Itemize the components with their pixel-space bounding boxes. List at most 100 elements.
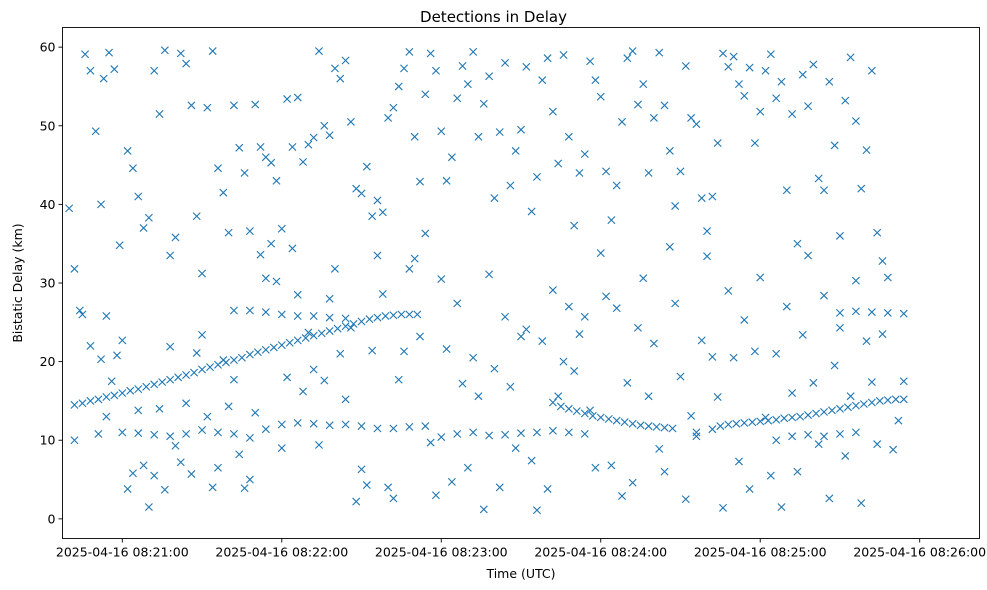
detection-marker bbox=[479, 505, 488, 514]
detection-marker bbox=[788, 389, 797, 398]
detection-marker bbox=[756, 107, 765, 116]
detection-marker bbox=[867, 308, 876, 317]
x-tick-label: 2025-04-16 08:22:00 bbox=[215, 545, 348, 560]
detection-marker bbox=[315, 47, 323, 56]
detection-marker bbox=[229, 356, 238, 365]
detection-marker bbox=[602, 292, 611, 301]
detection-marker bbox=[875, 396, 884, 405]
detection-marker bbox=[283, 373, 292, 382]
detection-marker bbox=[543, 54, 552, 63]
detection-marker bbox=[458, 62, 467, 71]
detection-marker bbox=[623, 54, 632, 63]
detection-marker bbox=[527, 207, 536, 216]
detection-marker bbox=[793, 467, 802, 476]
detection-marker bbox=[413, 310, 422, 319]
detection-marker bbox=[389, 103, 398, 112]
detection-marker bbox=[820, 432, 828, 441]
y-axis: 0 10 20 30 40 50 60 bbox=[40, 40, 63, 526]
detection-marker bbox=[237, 353, 246, 362]
detection-marker bbox=[410, 254, 419, 263]
detection-marker bbox=[867, 378, 876, 387]
detection-marker bbox=[724, 62, 733, 71]
detection-marker bbox=[495, 128, 504, 137]
detection-marker bbox=[772, 349, 781, 358]
detection-marker bbox=[559, 51, 568, 60]
detection-marker bbox=[389, 424, 398, 433]
detection-marker bbox=[591, 463, 600, 472]
detection-marker bbox=[636, 421, 645, 430]
detection-marker bbox=[501, 58, 510, 67]
detection-marker bbox=[453, 299, 462, 308]
detection-marker bbox=[607, 216, 616, 225]
detection-marker bbox=[639, 274, 648, 283]
detection-marker bbox=[665, 146, 674, 155]
detection-marker bbox=[772, 415, 781, 424]
detection-marker bbox=[288, 244, 297, 253]
detection-marker bbox=[245, 227, 254, 236]
detection-marker bbox=[102, 412, 111, 421]
detection-marker bbox=[105, 48, 114, 57]
detection-marker bbox=[118, 428, 127, 437]
detection-marker bbox=[596, 92, 605, 101]
detection-marker bbox=[261, 345, 270, 354]
detection-marker bbox=[543, 484, 552, 493]
detection-marker bbox=[469, 428, 478, 437]
x-tick-label: 2025-04-16 08:26:00 bbox=[853, 545, 986, 560]
detection-marker bbox=[623, 378, 632, 387]
detection-marker bbox=[889, 445, 898, 454]
detection-marker bbox=[400, 347, 409, 356]
y-tick-label: 30 bbox=[40, 276, 56, 291]
detection-marker bbox=[652, 422, 661, 431]
y-axis-label: Bistatic Delay (km) bbox=[10, 223, 25, 342]
detection-marker bbox=[564, 302, 573, 311]
detection-marker bbox=[570, 221, 579, 230]
detection-marker bbox=[70, 436, 79, 445]
detection-marker bbox=[708, 425, 717, 434]
detection-marker bbox=[556, 402, 565, 411]
detection-marker bbox=[479, 99, 488, 108]
detection-marker bbox=[336, 74, 345, 83]
detection-marker bbox=[607, 461, 616, 470]
detection-marker bbox=[788, 413, 797, 422]
detection-marker bbox=[867, 398, 876, 407]
detection-marker bbox=[437, 127, 446, 136]
detection-marker bbox=[206, 363, 215, 372]
detection-marker bbox=[883, 308, 892, 317]
detection-marker bbox=[857, 499, 866, 508]
detection-marker bbox=[859, 400, 868, 409]
detection-marker bbox=[681, 62, 690, 71]
detection-marker bbox=[160, 46, 169, 55]
detection-marker bbox=[187, 101, 196, 110]
detection-marker bbox=[78, 310, 87, 319]
detection-marker bbox=[697, 194, 706, 203]
detection-marker bbox=[564, 404, 573, 413]
detection-marker bbox=[517, 429, 525, 438]
detection-marker bbox=[883, 273, 892, 282]
detection-marker bbox=[796, 412, 805, 421]
detection-marker bbox=[277, 224, 286, 233]
detection-marker bbox=[655, 48, 664, 57]
detection-marker bbox=[671, 299, 680, 308]
detection-marker bbox=[825, 494, 834, 503]
detection-marker bbox=[102, 393, 111, 401]
y-tick-label: 50 bbox=[40, 118, 56, 133]
detection-marker bbox=[867, 66, 876, 75]
detection-marker bbox=[198, 269, 207, 278]
detection-marker bbox=[341, 314, 350, 323]
detection-marker bbox=[251, 408, 260, 417]
detection-marker bbox=[81, 50, 90, 59]
detection-marker bbox=[538, 337, 547, 346]
detection-marker bbox=[862, 337, 871, 346]
detection-marker bbox=[309, 133, 318, 142]
detection-marker bbox=[384, 113, 393, 122]
detection-marker bbox=[134, 429, 143, 438]
detection-marker bbox=[846, 392, 855, 401]
detection-marker bbox=[835, 231, 844, 240]
detection-marker bbox=[453, 94, 462, 103]
detection-marker bbox=[102, 312, 111, 321]
detection-marker bbox=[586, 406, 595, 415]
y-tick-label: 0 bbox=[48, 511, 56, 526]
detection-marker bbox=[745, 63, 754, 72]
detection-marker bbox=[134, 406, 143, 415]
